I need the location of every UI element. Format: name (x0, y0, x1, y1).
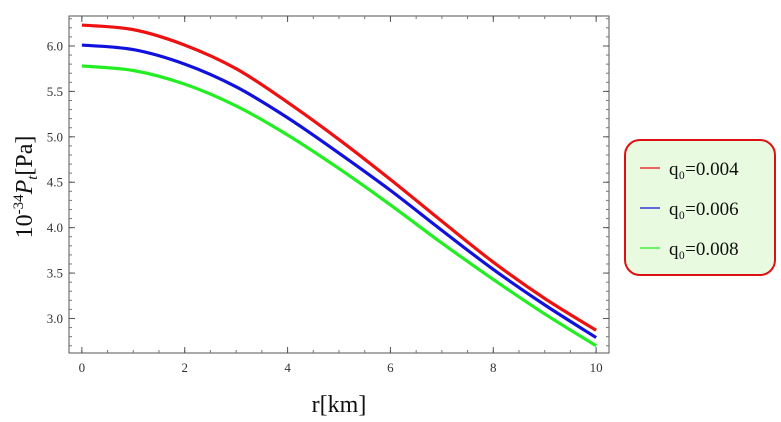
x-tick-label: 0 (79, 360, 86, 375)
legend-label-3: q₀=0.008 (669, 239, 739, 260)
major-ticks (69, 16, 609, 353)
y-tick-label: 5.5 (47, 84, 63, 99)
y-tick-label: 3.0 (47, 311, 63, 326)
y-tick-label: 3.5 (47, 266, 63, 281)
x-axis-label: r[km] (312, 392, 367, 418)
legend: q₀=0.004 q₀=0.006 q₀=0.008 (624, 139, 776, 276)
x-tick-label: 10 (590, 360, 603, 375)
series-lines (81, 23, 597, 348)
tick-labels: 0 2 4 6 8 10 3.0 3.5 4.0 4.5 5.0 5.5 6.0 (47, 38, 603, 375)
legend-label-2: q₀=0.006 (669, 199, 739, 220)
y-tick-label: 4.0 (47, 220, 63, 235)
x-tick-label: 6 (387, 360, 394, 375)
legend-items: q₀=0.004 q₀=0.006 q₀=0.008 (640, 159, 739, 260)
y-tick-label: 6.0 (47, 38, 63, 53)
series-line-2 (81, 43, 597, 339)
y-tick-label: 4.5 (47, 175, 63, 190)
y-axis-label: 10-34Pt[Pa] (11, 136, 41, 239)
y-tick-label: 5.0 (47, 129, 63, 144)
series-line-1 (81, 23, 597, 332)
series-line-3 (81, 64, 597, 348)
legend-label-1: q₀=0.004 (669, 159, 739, 180)
x-tick-label: 4 (284, 360, 291, 375)
x-tick-label: 2 (181, 360, 188, 375)
x-tick-label: 8 (490, 360, 497, 375)
legend-box (624, 139, 776, 276)
